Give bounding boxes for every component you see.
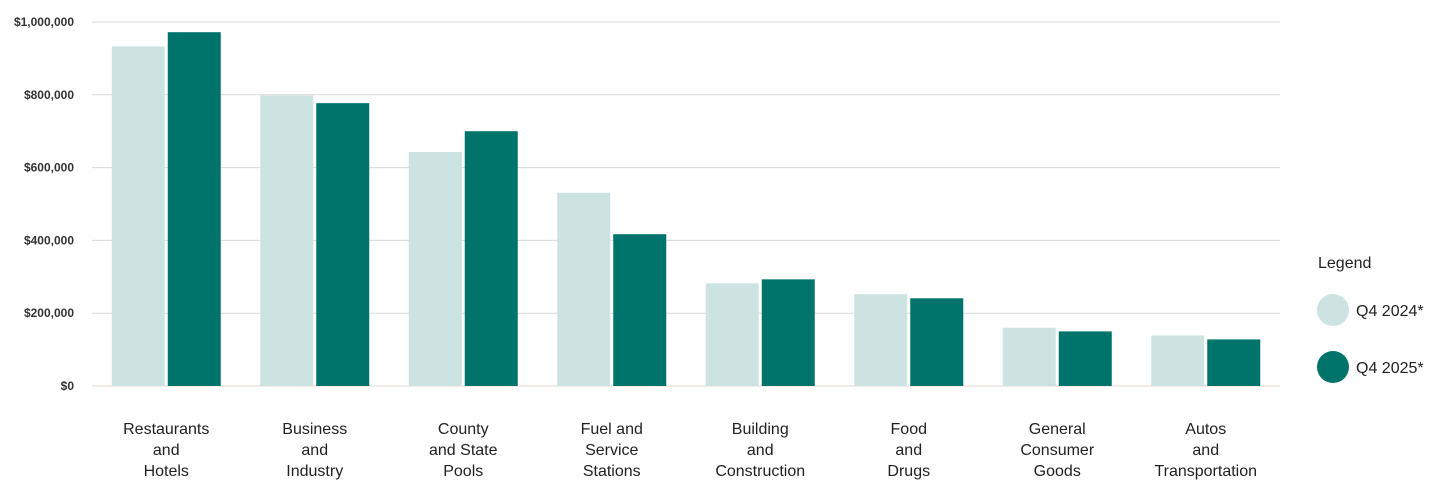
bar	[1207, 339, 1261, 386]
x-tick-label-line: and State	[429, 442, 498, 459]
y-tick-label: $0	[61, 379, 75, 393]
bar	[557, 192, 611, 386]
x-tick-label-line: and	[1192, 442, 1219, 459]
bar	[408, 151, 462, 386]
x-tick-label-line: Service	[585, 442, 638, 459]
x-tick-label: Business and Industry	[282, 421, 347, 480]
x-tick-label-line: Business	[282, 421, 347, 438]
x-tick-label-line: Industry	[286, 463, 343, 480]
x-tick-label-line: Consumer	[1020, 442, 1094, 459]
bar	[111, 46, 165, 386]
x-tick-label-line: and	[895, 442, 922, 459]
y-tick-label: $600,000	[24, 161, 74, 175]
x-tick-label: County and State Pools	[429, 421, 498, 480]
bar	[1002, 327, 1056, 386]
x-tick-label-line: Autos	[1185, 421, 1226, 438]
legend-label: Q4 2025*	[1356, 360, 1424, 377]
x-tick-label-line: General	[1029, 421, 1086, 438]
x-tick-label: Restaurants and Hotels	[123, 421, 209, 480]
legend-title: Legend	[1318, 255, 1371, 272]
y-tick-label: $400,000	[24, 233, 74, 247]
bar	[761, 279, 815, 386]
bar	[464, 131, 518, 386]
bar	[316, 103, 370, 386]
x-tick-label: Fuel and Service Stations	[581, 421, 643, 480]
x-tick-label-line: County	[438, 421, 489, 438]
x-tick-label-line: Goods	[1034, 463, 1081, 480]
y-tick-label: $200,000	[24, 306, 74, 320]
y-tick-label: $1,000,000	[14, 15, 74, 29]
x-tick-label-line: Drugs	[887, 463, 930, 480]
x-tick-label-line: Restaurants	[123, 421, 209, 438]
x-tick-label-line: Hotels	[144, 463, 189, 480]
bar	[1058, 331, 1112, 386]
x-tick-label-line: Fuel and	[581, 421, 643, 438]
x-tick-label-line: Stations	[583, 463, 641, 480]
x-tick-label: Autos and Transportation	[1154, 421, 1257, 480]
bar	[613, 234, 667, 386]
legend-swatch	[1317, 351, 1349, 383]
x-tick-label-line: and	[747, 442, 774, 459]
x-tick-label: Food and Drugs	[887, 421, 930, 480]
legend: Legend Q4 2024* Q4 2025*	[1317, 255, 1424, 383]
bar	[854, 294, 908, 386]
x-tick-label: Building and Construction	[715, 421, 805, 480]
x-tick-label-line: and	[301, 442, 328, 459]
legend-items: Q4 2024* Q4 2025*	[1317, 294, 1424, 383]
y-axis: $0 $200,000 $400,000 $600,000 $800,000 $1,000…	[14, 15, 74, 393]
legend-label: Q4 2024*	[1356, 303, 1424, 320]
legend-swatch	[1317, 294, 1349, 326]
bar	[910, 298, 964, 386]
x-tick-label-line: Transportation	[1154, 463, 1257, 480]
x-tick-label: General Consumer Goods	[1020, 421, 1094, 480]
x-tick-label-line: Pools	[443, 463, 483, 480]
x-tick-label-line: Food	[891, 421, 927, 438]
x-tick-label-line: Construction	[715, 463, 805, 480]
bar	[167, 32, 221, 386]
bars	[111, 32, 1261, 386]
bar	[260, 95, 314, 386]
x-tick-label-line: Building	[732, 421, 789, 438]
x-tick-label-line: and	[153, 442, 180, 459]
bar	[1151, 335, 1205, 386]
x-axis: Restaurants and Hotels Business and Industry C…	[123, 421, 1257, 480]
y-tick-label: $800,000	[24, 88, 74, 102]
bar	[705, 283, 759, 386]
